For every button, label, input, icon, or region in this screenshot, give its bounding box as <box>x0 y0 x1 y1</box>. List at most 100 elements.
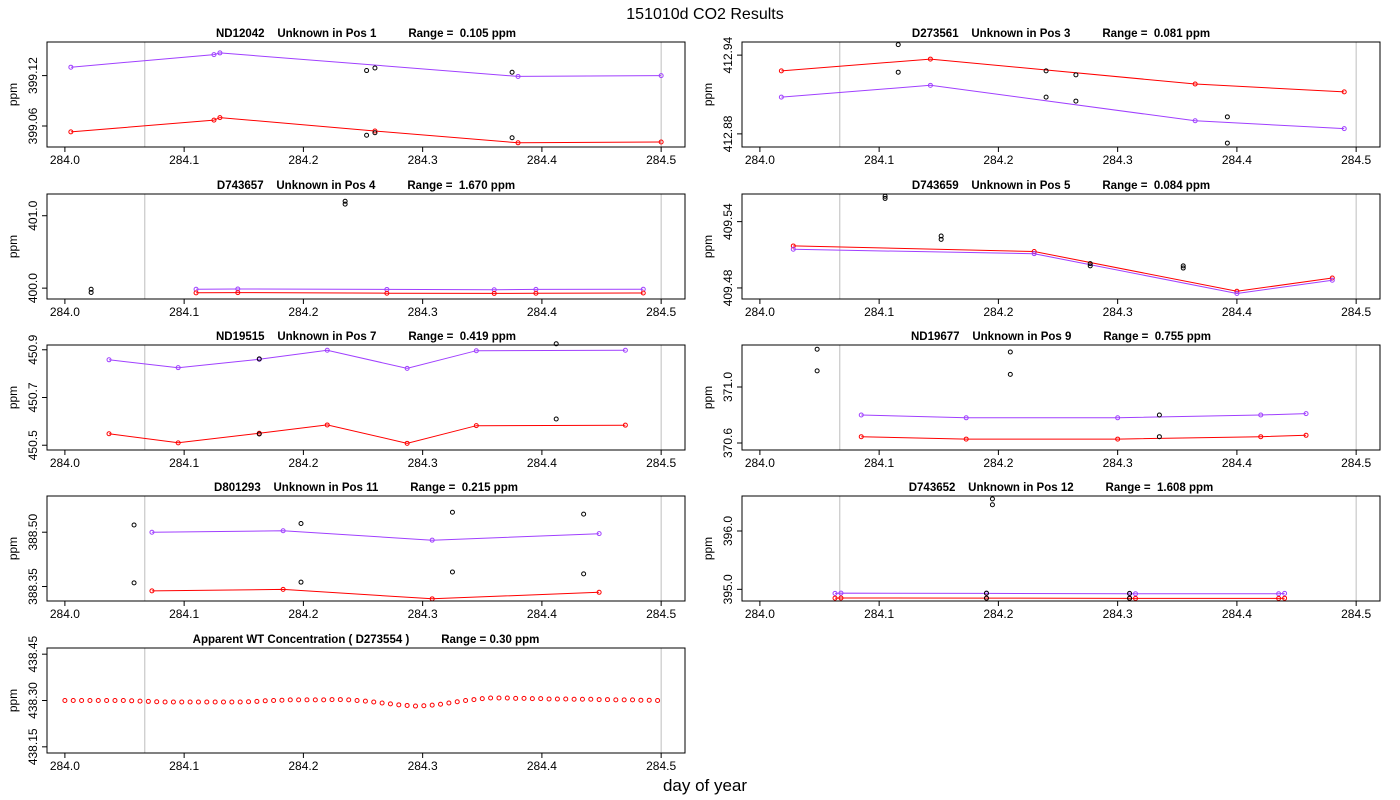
x-tick-label: 284.3 <box>1103 607 1133 621</box>
data-point-red <box>404 440 410 446</box>
data-point-WT <box>187 699 193 705</box>
x-tick-label: 284.4 <box>1222 153 1252 167</box>
data-point-red <box>211 117 217 123</box>
x-tick-label: 284.5 <box>646 759 676 773</box>
sample-point <box>814 368 820 374</box>
data-point-purple <box>175 365 181 371</box>
panel-title: D743659 Unknown in Pos 5 Range = 0.084 p… <box>912 180 1210 192</box>
data-point-WT <box>362 698 368 704</box>
panel-frame <box>741 193 1381 300</box>
y-tick-label: 396.0 <box>721 516 735 546</box>
data-point-red <box>1329 275 1335 281</box>
data-point-WT <box>588 696 594 702</box>
x-tick-label: 284.5 <box>646 305 676 319</box>
data-point-red <box>372 128 378 134</box>
panel-title: ND19515 Unknown in Pos 7 Range = 0.419 p… <box>216 331 516 343</box>
data-point-red <box>832 595 838 601</box>
series-line-purple <box>834 592 1285 595</box>
data-point-WT <box>646 697 652 703</box>
sample-point <box>938 236 944 242</box>
x-tick-label: 284.2 <box>983 305 1013 319</box>
data-point-WT <box>379 700 385 706</box>
data-point-WT <box>630 697 636 703</box>
data-point-WT <box>79 698 85 703</box>
data-point-red <box>491 290 497 296</box>
series-line-purple <box>70 52 662 77</box>
data-point-WT <box>179 699 185 705</box>
y-axis-label: ppm <box>6 689 20 712</box>
data-point-WT <box>154 699 160 705</box>
x-tick-label: 284.4 <box>1222 456 1252 470</box>
x-tick-label: 284.1 <box>864 456 894 470</box>
data-point-purple <box>622 347 628 353</box>
data-point-WT <box>404 702 410 708</box>
data-point-red <box>106 431 112 437</box>
data-point-purple <box>1133 591 1139 597</box>
data-point-WT <box>479 696 485 702</box>
y-tick-label: 450.9 <box>26 334 40 364</box>
data-point-red <box>596 589 602 595</box>
sample-point <box>1224 140 1230 146</box>
data-point-WT <box>304 697 310 703</box>
sample-point <box>989 502 995 508</box>
x-tick-label: 284.4 <box>527 153 557 167</box>
x-tick-label: 284.0 <box>50 305 80 319</box>
data-point-purple <box>1192 118 1198 124</box>
data-point-WT <box>271 698 277 703</box>
y-tick-label: 370.6 <box>721 428 735 458</box>
x-tick-label: 284.2 <box>983 153 1013 167</box>
sample-point <box>1224 114 1230 120</box>
data-point-WT <box>429 702 435 708</box>
y-tick-label: 400.0 <box>26 273 40 303</box>
y-axis-label: ppm <box>701 235 715 258</box>
x-tick-label: 284.0 <box>745 153 775 167</box>
x-tick-label: 284.3 <box>408 456 438 470</box>
data-point-purple <box>838 590 844 596</box>
sample-point <box>553 416 559 422</box>
data-point-purple <box>927 82 933 88</box>
data-point-WT <box>87 698 93 703</box>
data-point-WT <box>563 696 569 702</box>
chart-panel-1: ND12042 Unknown in Pos 1 Range = 0.105 p… <box>6 28 686 167</box>
data-point-red <box>640 290 646 296</box>
data-point-red <box>68 129 74 135</box>
data-point-WT <box>321 697 327 703</box>
data-point-purple <box>1303 411 1309 417</box>
data-point-purple <box>404 365 410 371</box>
chart-panel-9: Apparent WT Concentration ( D273554 ) Ra… <box>6 634 686 773</box>
data-point-red <box>858 434 864 440</box>
x-tick-label: 284.1 <box>864 607 894 621</box>
y-tick-label: 438.45 <box>26 635 40 672</box>
data-point-WT <box>621 697 627 703</box>
data-point-WT <box>62 698 68 703</box>
sample-point <box>1087 261 1093 267</box>
data-point-WT <box>95 698 101 703</box>
data-point-purple <box>211 52 217 58</box>
sample-point <box>1007 349 1013 355</box>
data-point-red <box>778 68 784 74</box>
series-line-purple <box>196 288 644 291</box>
y-tick-label: 409.48 <box>721 269 735 306</box>
sample-point <box>983 595 989 601</box>
sample-point <box>131 580 137 586</box>
x-tick-label: 284.0 <box>50 456 80 470</box>
data-point-WT <box>195 699 201 705</box>
sample-point <box>882 195 888 201</box>
data-point-red <box>658 139 664 145</box>
data-point-WT <box>237 699 243 705</box>
data-point-WT <box>204 699 210 705</box>
sample-point <box>1087 263 1093 269</box>
data-point-WT <box>579 696 585 702</box>
y-axis-label: ppm <box>701 386 715 409</box>
series-line-purple <box>793 248 1333 295</box>
y-tick-label: 450.7 <box>26 382 40 412</box>
x-tick-label: 284.2 <box>983 607 1013 621</box>
y-tick-label: 450.5 <box>26 430 40 460</box>
x-tick-label: 284.0 <box>50 759 80 773</box>
series-line-purple <box>781 84 1345 130</box>
y-tick-label: 438.30 <box>26 682 40 719</box>
x-tick-label: 284.4 <box>1222 305 1252 319</box>
series-line-red <box>108 424 626 444</box>
data-point-purple <box>832 590 838 596</box>
data-point-WT <box>496 695 502 701</box>
